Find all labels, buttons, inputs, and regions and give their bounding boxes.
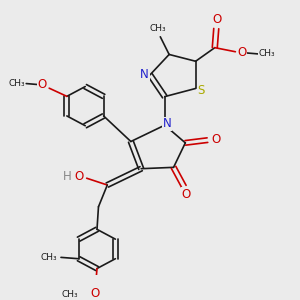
Text: N: N [140,68,149,81]
Text: O: O [91,287,100,300]
Text: CH₃: CH₃ [150,24,166,33]
Text: CH₃: CH₃ [8,79,25,88]
Text: N: N [163,117,172,130]
Text: CH₃: CH₃ [259,50,275,58]
Text: O: O [212,14,221,26]
Text: H: H [63,170,72,183]
Text: O: O [237,46,247,59]
Text: CH₃: CH₃ [61,290,78,299]
Text: S: S [197,84,205,97]
Text: O: O [181,188,190,201]
Text: O: O [212,133,221,146]
Text: CH₃: CH₃ [41,253,58,262]
Text: O: O [75,170,84,183]
Text: O: O [38,78,47,92]
